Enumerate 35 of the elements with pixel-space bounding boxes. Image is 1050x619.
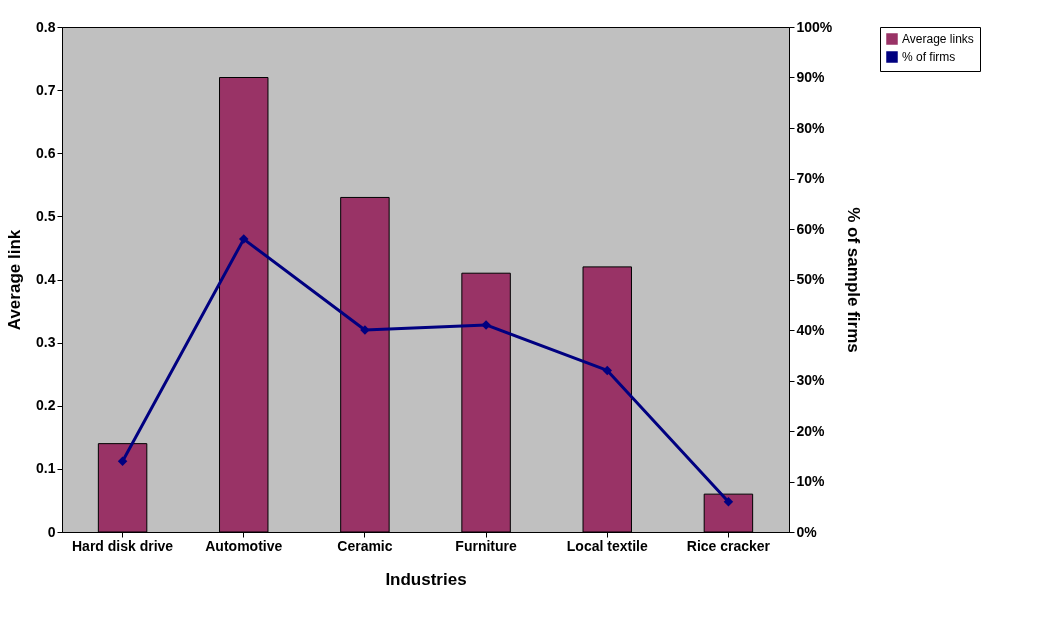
legend-label: Average links [902, 32, 974, 46]
y2-axis-title: % of sample firms [844, 207, 864, 353]
y2-tick-label: 10% [796, 473, 826, 489]
y2-tick-label: 60% [796, 220, 826, 237]
point [602, 365, 612, 376]
point [723, 496, 734, 507]
y-tick-label: 0.4 [36, 271, 56, 287]
y2-tick-label: 0% [796, 523, 818, 540]
y-tick-label: 0.8 [36, 18, 56, 35]
y-tick-label: 0 [47, 523, 56, 540]
legend-label: % of firms [902, 50, 956, 64]
x-tick-label: Furniture [455, 537, 518, 554]
y-tick-label: 0.5 [36, 207, 56, 224]
point [117, 456, 128, 467]
y-tick-label: 0.1 [36, 460, 56, 477]
y2-tick-label: 90% [796, 69, 826, 85]
point [239, 234, 249, 244]
y2-tick-label: 40% [796, 321, 826, 338]
y-tick-label: 0.2 [36, 397, 56, 414]
y2-tick-label: 80% [796, 119, 826, 136]
y-axis-title: Average link [5, 229, 25, 331]
y2-tick-label: 30% [796, 372, 826, 388]
y2-tick-label: 50% [796, 271, 826, 287]
y2-tick-label: 70% [796, 170, 826, 186]
x-tick-label: Rice cracker [686, 537, 771, 554]
y-tick-label: 0.7 [36, 81, 56, 98]
y-tick-label: 0.6 [36, 144, 56, 161]
y-tick-label: 0.3 [36, 334, 56, 351]
x-tick-label: Hard disk drive [72, 537, 174, 554]
y2-tick-label: 20% [796, 422, 826, 439]
x-tick-label: Ceramic [337, 537, 393, 554]
x-tick-label: Automotive [205, 537, 283, 554]
x-tick-label: Local textile [566, 537, 648, 554]
x-axis-title: Industries [385, 569, 467, 589]
y2-tick-label: 100% [796, 18, 833, 35]
